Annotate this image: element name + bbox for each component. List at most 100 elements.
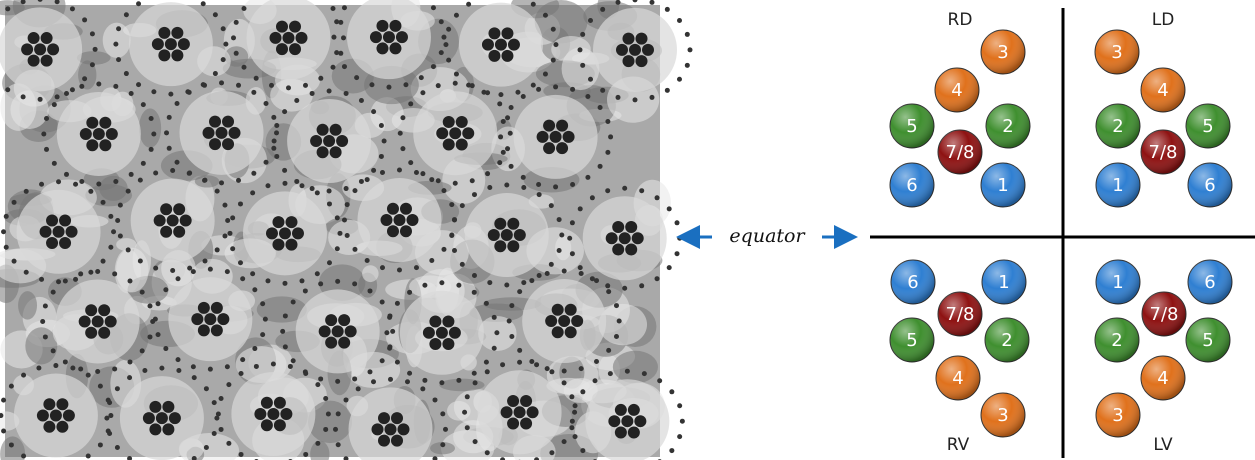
texture <box>387 346 392 351</box>
texture <box>408 101 413 106</box>
texture <box>165 38 177 50</box>
texture <box>507 395 519 407</box>
texture <box>436 327 448 339</box>
texture <box>225 218 230 223</box>
texture <box>484 360 489 365</box>
texture <box>264 160 269 165</box>
texture <box>391 435 403 447</box>
texture <box>400 203 412 215</box>
texture <box>665 88 670 93</box>
texture <box>153 317 158 322</box>
figure: equator RD34527/861LD34257/816RV617/8524… <box>0 0 1255 460</box>
texture <box>211 302 223 314</box>
texture <box>608 415 620 427</box>
photoreceptor-label: 1 <box>1112 175 1123 196</box>
texture <box>636 33 648 45</box>
texture <box>623 55 635 67</box>
texture <box>521 94 526 99</box>
texture <box>28 55 40 67</box>
texture <box>156 332 161 337</box>
texture <box>492 346 497 351</box>
texture <box>419 75 424 80</box>
texture <box>96 81 101 86</box>
texture <box>571 315 583 327</box>
texture <box>537 273 542 278</box>
texture <box>98 442 103 447</box>
texture <box>536 182 541 187</box>
texture <box>294 98 299 103</box>
texture <box>126 247 131 252</box>
texture <box>240 276 245 281</box>
texture <box>113 179 118 184</box>
texture <box>452 248 457 253</box>
texture <box>292 227 304 239</box>
texture <box>201 1 206 6</box>
texture <box>332 325 344 337</box>
texture <box>252 346 257 351</box>
texture <box>536 87 541 92</box>
texture <box>215 189 220 194</box>
texture <box>21 373 26 378</box>
texture <box>141 102 146 107</box>
texture <box>88 270 93 275</box>
texture <box>456 138 468 150</box>
texture <box>551 58 556 63</box>
texture <box>289 43 301 55</box>
photoreceptor-label: 7/8 <box>946 142 975 163</box>
texture <box>393 214 405 226</box>
texture <box>636 55 648 67</box>
texture <box>216 411 221 416</box>
texture <box>565 304 577 316</box>
texture <box>46 215 58 227</box>
texture <box>216 127 228 139</box>
texture <box>345 202 350 207</box>
photoreceptor-label: 4 <box>951 80 962 101</box>
texture <box>118 233 123 238</box>
texture <box>299 183 304 188</box>
texture <box>173 203 185 215</box>
texture <box>514 406 526 418</box>
texture <box>170 168 175 173</box>
texture <box>303 371 308 376</box>
photoreceptor-label: 5 <box>906 116 917 137</box>
texture <box>614 334 619 339</box>
texture <box>41 32 53 44</box>
texture <box>657 378 662 383</box>
texture <box>171 27 183 39</box>
texture <box>557 248 562 253</box>
texture <box>217 313 229 325</box>
texture <box>367 369 372 374</box>
texture <box>552 326 564 338</box>
texture <box>335 379 340 384</box>
texture <box>176 276 181 281</box>
texture <box>108 214 113 219</box>
texture <box>507 240 519 252</box>
texture <box>112 367 117 372</box>
texture <box>573 403 578 408</box>
texture <box>330 6 335 11</box>
texture <box>517 289 522 294</box>
texture <box>236 178 241 183</box>
texture <box>551 27 556 32</box>
texture <box>484 301 489 306</box>
photoreceptor-label: 7/8 <box>1149 142 1178 163</box>
texture <box>497 101 502 106</box>
photoreceptor-label: 1 <box>997 175 1008 196</box>
texture <box>370 31 382 43</box>
texture <box>92 315 104 327</box>
texture <box>251 90 256 95</box>
texture <box>605 283 610 288</box>
texture <box>628 404 640 416</box>
texture <box>345 325 357 337</box>
texture <box>440 442 445 447</box>
texture <box>47 43 59 55</box>
texture <box>606 289 611 294</box>
texture <box>456 283 461 288</box>
texture <box>531 83 536 88</box>
texture <box>616 95 621 100</box>
texture <box>429 177 434 182</box>
texture <box>323 396 328 401</box>
texture <box>198 302 210 314</box>
texture <box>163 287 168 292</box>
texture <box>549 369 554 374</box>
